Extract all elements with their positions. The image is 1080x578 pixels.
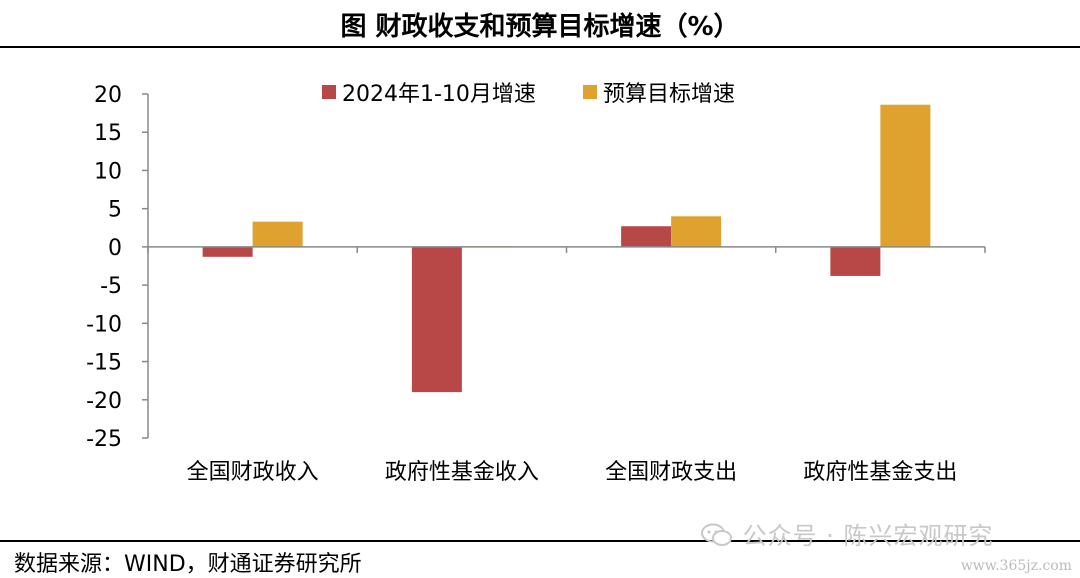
- y-tick-label: 0: [108, 236, 122, 261]
- bar-series1: [202, 246, 253, 257]
- source-note: 数据来源：WIND，财通证券研究所: [14, 552, 362, 577]
- site-watermark: www.365jz.com: [960, 558, 1072, 574]
- bar-series2: [252, 221, 303, 247]
- bar-series1: [411, 246, 462, 393]
- wechat-icon: [701, 523, 732, 546]
- y-tick-label: -20: [86, 389, 122, 414]
- footer-rule: [0, 540, 1080, 542]
- y-tick-label: 20: [94, 83, 122, 108]
- watermark: 公众号 · 陈兴宏观研究: [700, 516, 994, 551]
- title-rule: [0, 46, 1080, 48]
- y-tick-label: 5: [108, 198, 122, 223]
- chart-legend: 2024年1-10月增速 预算目标增速: [322, 82, 735, 107]
- watermark-text: 公众号 · 陈兴宏观研究: [742, 522, 994, 550]
- chart-title: 图 财政收支和预算目标增速（%）: [340, 12, 740, 42]
- y-tick-label: -5: [100, 274, 122, 299]
- y-tick-label: 15: [94, 121, 122, 146]
- x-tick-label: 政府性基金支出: [803, 460, 957, 485]
- x-tick-label: 全国财政支出: [605, 460, 737, 485]
- bar-series2: [671, 216, 722, 247]
- x-tick-label: 全国财政收入: [187, 460, 319, 485]
- bar-series1: [621, 226, 672, 247]
- bar-series1: [830, 246, 881, 276]
- bars-group: [202, 104, 931, 393]
- legend-swatch: [583, 85, 597, 99]
- legend-label: 2024年1-10月增速: [342, 82, 536, 107]
- axes-group: 20 15 10 5 0 -5 -10 -15 -20 -25 全国财政收入 政府性基金收入 全国财政支…: [86, 83, 986, 485]
- y-tick-label: 10: [94, 159, 122, 184]
- legend-label: 预算目标增速: [603, 82, 735, 107]
- bar-chart: 2024年1-10月增速 预算目标增速 20 15 10 5 0 -5 -10 -15 -20 -2…: [86, 82, 986, 485]
- y-tick-label: -15: [86, 351, 122, 376]
- x-tick-label: 政府性基金收入: [385, 460, 539, 485]
- y-tick-label: -25: [86, 427, 122, 452]
- y-tick-label: -10: [86, 312, 122, 337]
- bar-series2: [880, 104, 931, 247]
- legend-swatch: [322, 85, 336, 99]
